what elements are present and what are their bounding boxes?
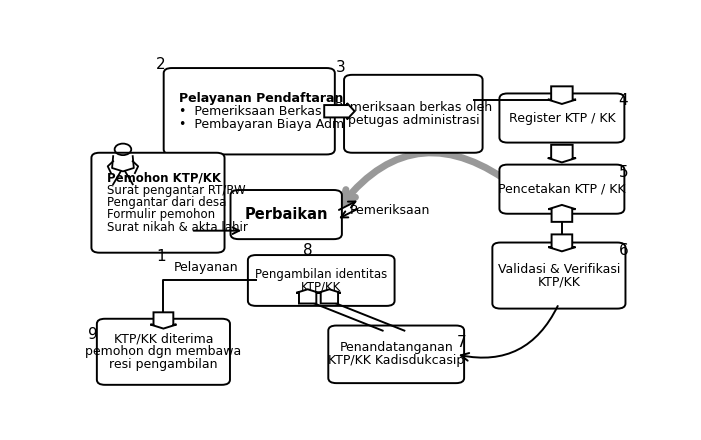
Text: Surat nikah & akta lahir: Surat nikah & akta lahir xyxy=(107,221,247,234)
Polygon shape xyxy=(547,86,576,104)
Polygon shape xyxy=(297,289,319,304)
Text: Penandatanganan: Penandatanganan xyxy=(339,341,453,354)
Text: petugas administrasi: petugas administrasi xyxy=(348,114,479,127)
Text: Pemohon KTP/KK: Pemohon KTP/KK xyxy=(107,172,221,185)
Polygon shape xyxy=(318,289,341,304)
Text: Pemeriksaan berkas oleh: Pemeriksaan berkas oleh xyxy=(335,101,492,114)
Text: Pengantar dari desa: Pengantar dari desa xyxy=(107,196,226,209)
Text: resi pengambilan: resi pengambilan xyxy=(109,358,218,371)
Polygon shape xyxy=(547,145,576,162)
Text: Pelayanan: Pelayanan xyxy=(174,261,238,275)
FancyBboxPatch shape xyxy=(164,68,335,154)
Text: Pelayanan Pendaftaran: Pelayanan Pendaftaran xyxy=(179,92,343,105)
FancyBboxPatch shape xyxy=(97,319,230,385)
Text: 5: 5 xyxy=(618,165,628,180)
Text: Validasi & Verifikasi: Validasi & Verifikasi xyxy=(498,263,620,275)
Text: Perbaikan: Perbaikan xyxy=(245,207,328,222)
Text: Register KTP / KK: Register KTP / KK xyxy=(509,111,615,125)
FancyBboxPatch shape xyxy=(328,326,464,383)
FancyBboxPatch shape xyxy=(499,93,625,143)
Text: KTP/KK: KTP/KK xyxy=(538,275,580,289)
Text: 8: 8 xyxy=(304,243,313,258)
Text: Pengambilan identitas: Pengambilan identitas xyxy=(255,268,388,281)
Text: 7: 7 xyxy=(456,335,466,350)
FancyBboxPatch shape xyxy=(231,190,342,239)
FancyBboxPatch shape xyxy=(492,242,625,308)
Text: 9: 9 xyxy=(88,326,98,341)
Text: 3: 3 xyxy=(335,59,345,74)
FancyBboxPatch shape xyxy=(248,255,395,306)
Polygon shape xyxy=(548,235,576,251)
Text: pemohon dgn membawa: pemohon dgn membawa xyxy=(86,345,242,358)
Text: 1: 1 xyxy=(156,249,165,264)
Text: •  Pembayaran Biaya Adm: • Pembayaran Biaya Adm xyxy=(179,118,344,131)
Text: KTP/KK diterima: KTP/KK diterima xyxy=(114,332,213,345)
Text: Formulir pemohon: Formulir pemohon xyxy=(107,209,215,221)
Text: Surat pengantar RT/RW: Surat pengantar RT/RW xyxy=(107,184,245,197)
Polygon shape xyxy=(325,103,355,119)
Text: KTP/KK: KTP/KK xyxy=(301,280,341,293)
Text: •  Pemeriksaan Berkas: • Pemeriksaan Berkas xyxy=(179,105,321,118)
Text: 6: 6 xyxy=(618,243,628,258)
Text: KTP/KK Kadisdukcasip: KTP/KK Kadisdukcasip xyxy=(328,354,464,367)
Text: 2: 2 xyxy=(156,57,165,72)
FancyBboxPatch shape xyxy=(91,153,224,253)
Text: 4: 4 xyxy=(618,93,628,108)
Polygon shape xyxy=(151,312,177,329)
Text: Pemeriksaan: Pemeriksaan xyxy=(350,204,430,217)
Polygon shape xyxy=(548,205,576,222)
Text: Pencetakan KTP / KK: Pencetakan KTP / KK xyxy=(498,183,626,196)
FancyBboxPatch shape xyxy=(344,75,482,153)
FancyBboxPatch shape xyxy=(499,165,625,214)
